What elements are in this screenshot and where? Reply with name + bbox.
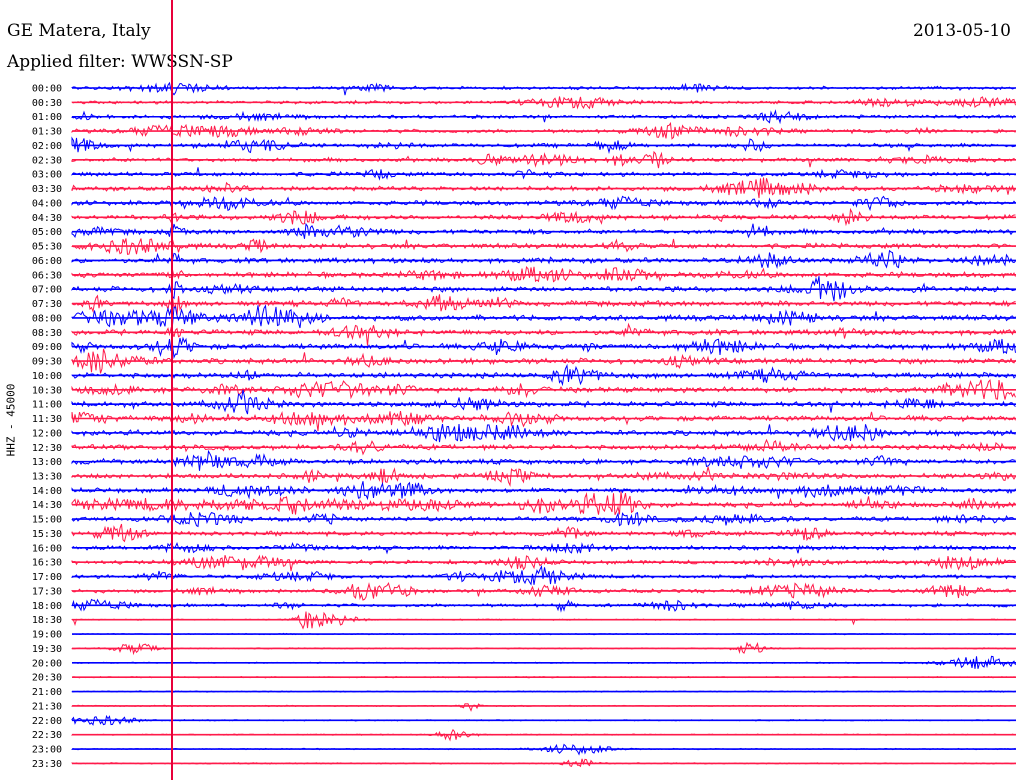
row-time-label: 09:30 xyxy=(32,357,62,368)
filter-label: Applied filter: WWSSN-SP xyxy=(7,52,233,72)
row-time-label: 14:00 xyxy=(32,486,62,497)
row-time-label: 12:30 xyxy=(32,443,62,454)
row-time-label: 13:00 xyxy=(32,457,62,468)
row-time-label: 11:00 xyxy=(32,400,62,411)
row-time-label: 10:30 xyxy=(32,385,62,396)
row-time-label: 23:30 xyxy=(32,759,62,770)
trace-row-0000 xyxy=(71,81,1016,96)
row-time-label: 01:00 xyxy=(32,112,62,123)
row-time-label: 20:30 xyxy=(32,673,62,684)
row-time-label: 12:00 xyxy=(32,428,62,439)
trace-row-0830 xyxy=(71,322,1016,346)
row-time-label: 22:30 xyxy=(32,730,62,741)
row-time-label: 03:30 xyxy=(32,184,62,195)
row-time-label: 04:00 xyxy=(32,198,62,209)
row-time-label: 06:30 xyxy=(32,270,62,281)
row-time-label: 02:00 xyxy=(32,141,62,152)
trace-row-0900 xyxy=(71,336,1016,360)
row-time-label: 07:30 xyxy=(32,299,62,310)
station-title: GE Matera, Italy xyxy=(7,21,151,41)
row-time-label: 01:30 xyxy=(32,127,62,138)
trace-row-1630 xyxy=(71,554,1016,572)
row-time-label: 21:30 xyxy=(32,701,62,712)
row-time-label: 15:30 xyxy=(32,529,62,540)
row-time-label: 23:00 xyxy=(32,745,62,756)
row-time-label: 16:30 xyxy=(32,558,62,569)
row-time-label: 08:00 xyxy=(32,313,62,324)
trace-row-1100 xyxy=(71,389,1016,415)
row-time-label: 21:00 xyxy=(32,687,62,698)
row-time-label: 17:30 xyxy=(32,586,62,597)
row-time-label: 03:00 xyxy=(32,170,62,181)
row-time-label: 05:00 xyxy=(32,227,62,238)
trace-row-1400 xyxy=(71,481,1016,501)
row-time-label: 07:00 xyxy=(32,285,62,296)
row-time-label: 08:30 xyxy=(32,328,62,339)
row-time-label: 10:00 xyxy=(32,371,62,382)
row-time-label: 06:00 xyxy=(32,256,62,267)
row-time-label: 14:30 xyxy=(32,500,62,511)
row-time-label: 16:00 xyxy=(32,543,62,554)
row-time-label: 09:00 xyxy=(32,342,62,353)
date-label: 2013-05-10 xyxy=(912,21,1011,41)
row-time-label: 20:00 xyxy=(32,658,62,669)
time-tick-labels: 00:00 00:30 01:00 01:30 02:00 02:30 03:00 03:30… xyxy=(32,84,62,770)
row-time-label: 18:00 xyxy=(32,601,62,612)
row-time-label: 00:30 xyxy=(32,98,62,109)
row-time-label: 04:30 xyxy=(32,213,62,224)
row-time-label: 22:00 xyxy=(32,716,62,727)
row-time-label: 05:30 xyxy=(32,242,62,253)
row-time-label: 15:00 xyxy=(32,515,62,526)
trace-row-1130 xyxy=(71,411,1016,432)
row-time-label: 02:30 xyxy=(32,155,62,166)
trace-row-0800 xyxy=(71,304,1016,329)
trace-row-1000 xyxy=(71,363,1016,387)
trace-row-2130 xyxy=(71,703,1016,712)
trace-row-1700 xyxy=(71,564,1016,586)
trace-row-0300 xyxy=(71,167,1016,181)
row-time-label: 19:00 xyxy=(32,630,62,641)
row-time-label: 19:30 xyxy=(32,644,62,655)
trace-row-0600 xyxy=(71,249,1016,270)
trace-row-0730 xyxy=(71,294,1016,316)
trace-row-1430 xyxy=(71,491,1016,516)
row-time-label: 18:30 xyxy=(32,615,62,626)
row-time-label: 13:30 xyxy=(32,471,62,482)
seismogram-traces xyxy=(71,81,1016,768)
row-time-label: 17:00 xyxy=(32,572,62,583)
row-time-label: 11:30 xyxy=(32,414,62,425)
row-time-label: 00:00 xyxy=(32,84,62,95)
